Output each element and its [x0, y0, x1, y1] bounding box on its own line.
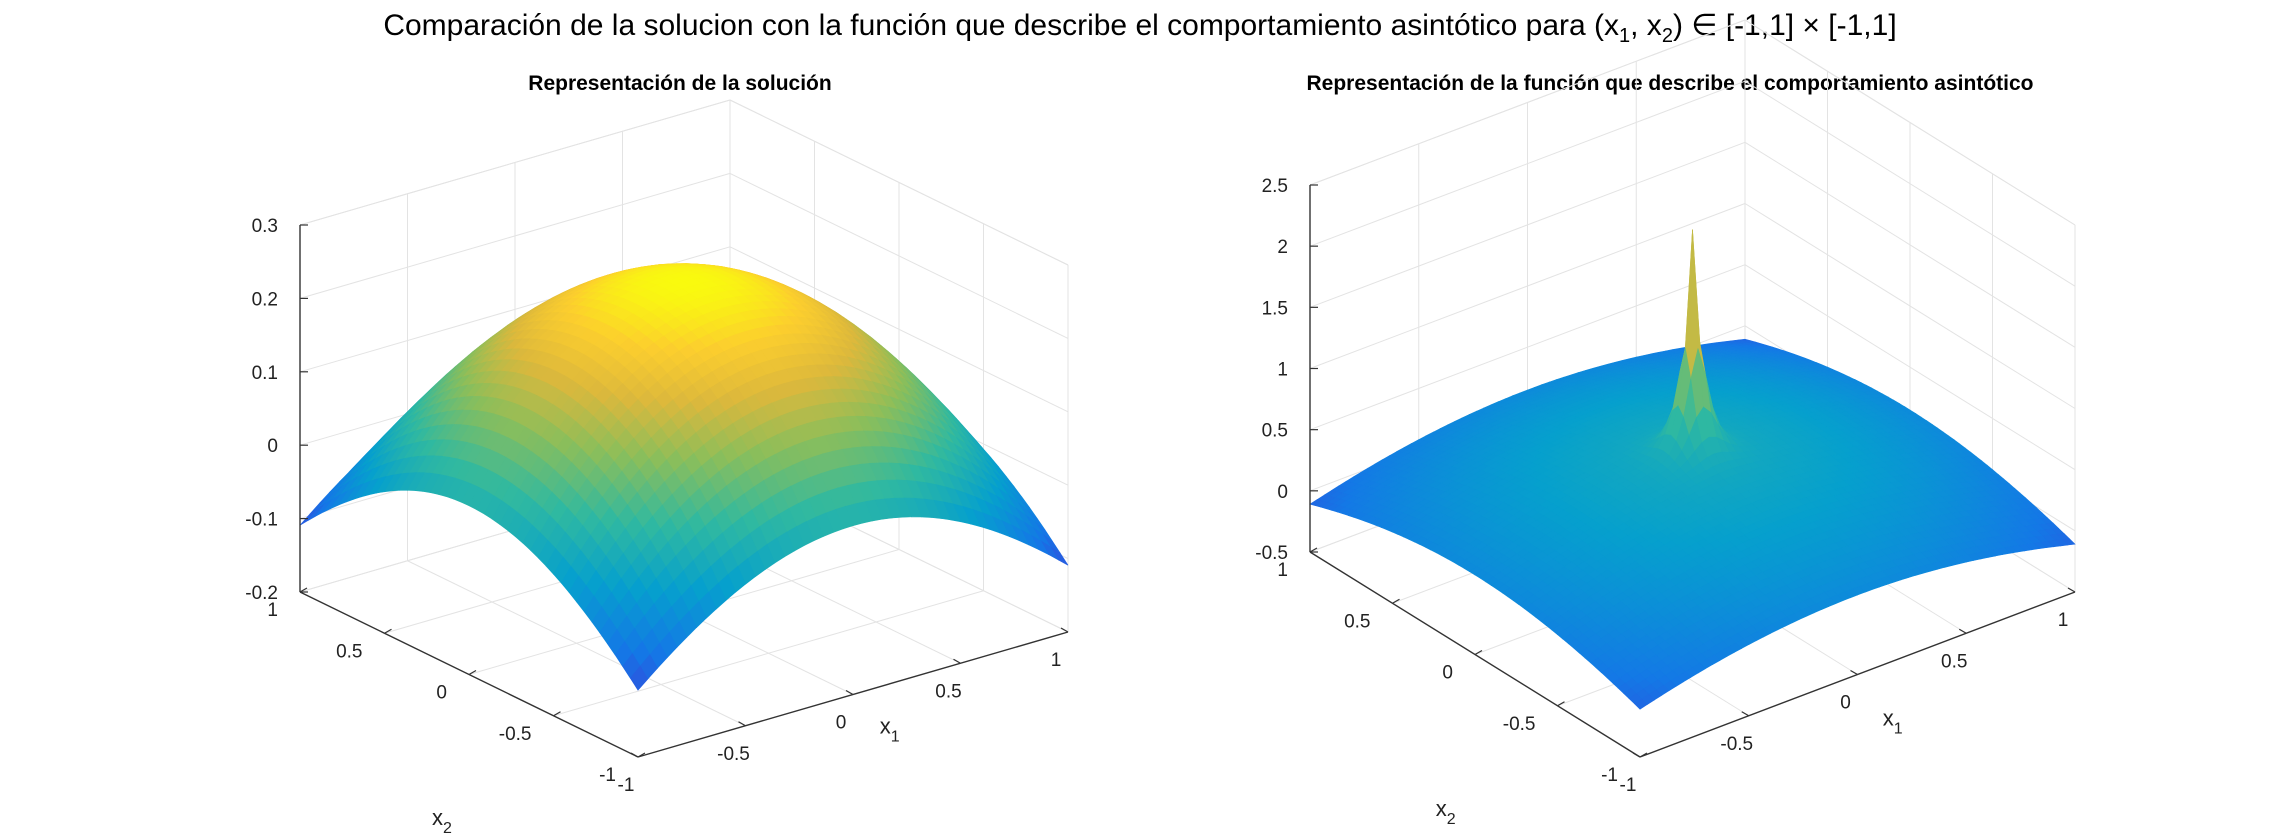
- tick-labels: -1-0.500.51-1-0.500.51-0.2-0.100.10.20.3…: [245, 216, 1061, 837]
- box-edge: [1744, 19, 2076, 226]
- right-surface-plot: -1-0.500.51-1-0.500.51-0.500.511.522.5x1…: [1255, 19, 2076, 828]
- box-edge: [1309, 19, 1746, 186]
- side-wall-grid-line: [1744, 264, 2076, 471]
- x-tick-label: 0: [836, 713, 847, 734]
- floor-grid-line: [553, 590, 984, 717]
- back-wall-grid-line: [1309, 264, 1746, 431]
- side-wall-grid-line: [729, 172, 1069, 339]
- x-tick: [630, 752, 639, 758]
- surface-patch: [629, 665, 649, 691]
- x-tick-label: 0.5: [935, 681, 961, 702]
- z-tick-label: 0: [267, 436, 278, 457]
- surface-mesh: [299, 263, 1069, 691]
- z-tick-label: 0.2: [252, 289, 278, 310]
- y-tick-label: 0: [436, 683, 447, 704]
- x-tick-label: 1: [1051, 650, 1062, 671]
- x-axis-label: x1: [880, 713, 900, 745]
- x-tick-label: -1: [618, 775, 635, 796]
- x-tick: [845, 689, 854, 696]
- x-tick: [1060, 627, 1069, 633]
- left-axes-title: Representación de la solución: [528, 72, 832, 95]
- side-wall-grid-line: [729, 246, 1069, 413]
- z-tick-label: 0.1: [252, 363, 278, 384]
- box-edge: [729, 99, 1069, 266]
- left-surface-plot: -1-0.500.51-1-0.500.51-0.2-0.100.10.20.3…: [245, 99, 1069, 837]
- y-tick-label: 1: [267, 600, 278, 621]
- y-tick: [468, 669, 477, 676]
- y-axis-label: x2: [432, 805, 452, 837]
- x-tick: [738, 721, 746, 727]
- side-wall-grid-line: [1744, 141, 2076, 348]
- z-tick-label: 0.3: [252, 216, 278, 237]
- y-tick: [553, 711, 561, 717]
- y-tick-label: -0.5: [499, 724, 532, 745]
- back-wall-grid-line: [1309, 141, 1746, 308]
- x-tick: [953, 658, 961, 664]
- figure-title-mid: , x: [1630, 9, 1662, 42]
- box-edge: [299, 99, 731, 226]
- figure-title: Comparación de la solucion con la funció…: [0, 8, 2280, 48]
- back-wall-grid-line: [1309, 80, 1746, 247]
- right-axes-title: Representación de la función que describ…: [1306, 72, 2034, 95]
- z-tick-label: -0.2: [245, 583, 278, 604]
- figure-title-sub1: 1: [1619, 25, 1631, 47]
- x-tick-label: -0.5: [717, 744, 750, 765]
- side-wall-grid-line: [1744, 203, 2076, 409]
- back-wall-grid-line: [1309, 203, 1746, 369]
- y-tick-label: -1: [599, 765, 616, 786]
- z-tick-label: -0.1: [245, 510, 278, 531]
- y-tick: [384, 628, 392, 634]
- side-wall-grid-line: [1744, 80, 2076, 287]
- surface-mesh: [1309, 229, 2076, 710]
- y-tick-label: 0.5: [336, 641, 362, 662]
- y-tick: [637, 752, 646, 758]
- y-tick: [299, 587, 308, 593]
- figure-title-prefix: Comparación de la solucion con la funció…: [383, 9, 1620, 42]
- figure-title-sub2: 2: [1661, 25, 1673, 47]
- figure-title-suffix: ) ∈ [-1,1] × [-1,1]: [1672, 9, 1897, 42]
- back-wall-grid-line: [299, 172, 731, 299]
- axes-lines: [299, 224, 1069, 758]
